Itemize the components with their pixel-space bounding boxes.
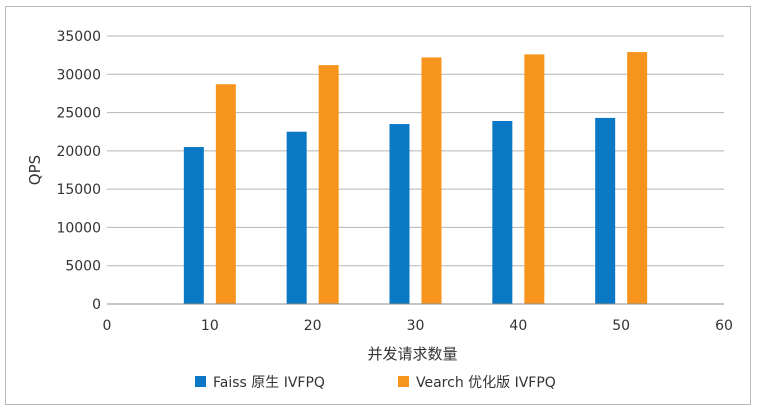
- x-tick-label: 0: [103, 318, 112, 334]
- bar-vearch-50: [627, 52, 648, 304]
- x-tick-label: 20: [304, 318, 322, 334]
- gridlines: [107, 35, 724, 267]
- y-tick-label: 0: [92, 297, 101, 313]
- legend-label-vearch: Vearch 优化版 IVFPQ: [416, 375, 556, 391]
- y-tick-labels: 0 5000 10000 15000 20000 25000 30000 35000: [56, 29, 101, 313]
- bar-faiss-10: [183, 147, 204, 304]
- legend: Faiss 原生 IVFPQ Vearch 优化版 IVFPQ: [195, 375, 556, 391]
- bar-faiss-40: [492, 120, 513, 304]
- chart-frame: [5, 6, 751, 405]
- y-tick-label: 30000: [56, 67, 101, 83]
- legend-label-faiss: Faiss 原生 IVFPQ: [213, 375, 325, 391]
- x-axis-title: 并发请求数量: [367, 345, 457, 363]
- bar-faiss-50: [595, 117, 616, 304]
- y-tick-label: 20000: [56, 144, 101, 160]
- legend-swatch-faiss: [195, 376, 206, 387]
- x-tick-label: 60: [715, 318, 733, 334]
- bar-vearch-40: [524, 54, 545, 305]
- y-tick-label: 5000: [65, 259, 101, 275]
- x-tick-label: 50: [612, 318, 630, 334]
- x-tick-label: 10: [201, 318, 219, 334]
- x-tick-label: 40: [509, 318, 527, 334]
- y-tick-label: 10000: [56, 220, 101, 236]
- legend-swatch-vearch: [398, 376, 409, 387]
- y-tick-label: 25000: [56, 106, 101, 122]
- y-axis-title: QPS: [26, 155, 44, 185]
- bar-vearch-30: [421, 57, 442, 304]
- x-tick-label: 30: [407, 318, 425, 334]
- bar-vearch-10: [215, 84, 236, 305]
- y-tick-label: 35000: [56, 29, 101, 45]
- bar-vearch-20: [318, 65, 339, 305]
- y-tick-label: 15000: [56, 182, 101, 198]
- bars: [183, 52, 648, 305]
- bar-faiss-20: [286, 131, 307, 304]
- bar-faiss-30: [389, 124, 410, 304]
- x-tick-labels: 0 10 20 30 40 50 60: [103, 318, 733, 334]
